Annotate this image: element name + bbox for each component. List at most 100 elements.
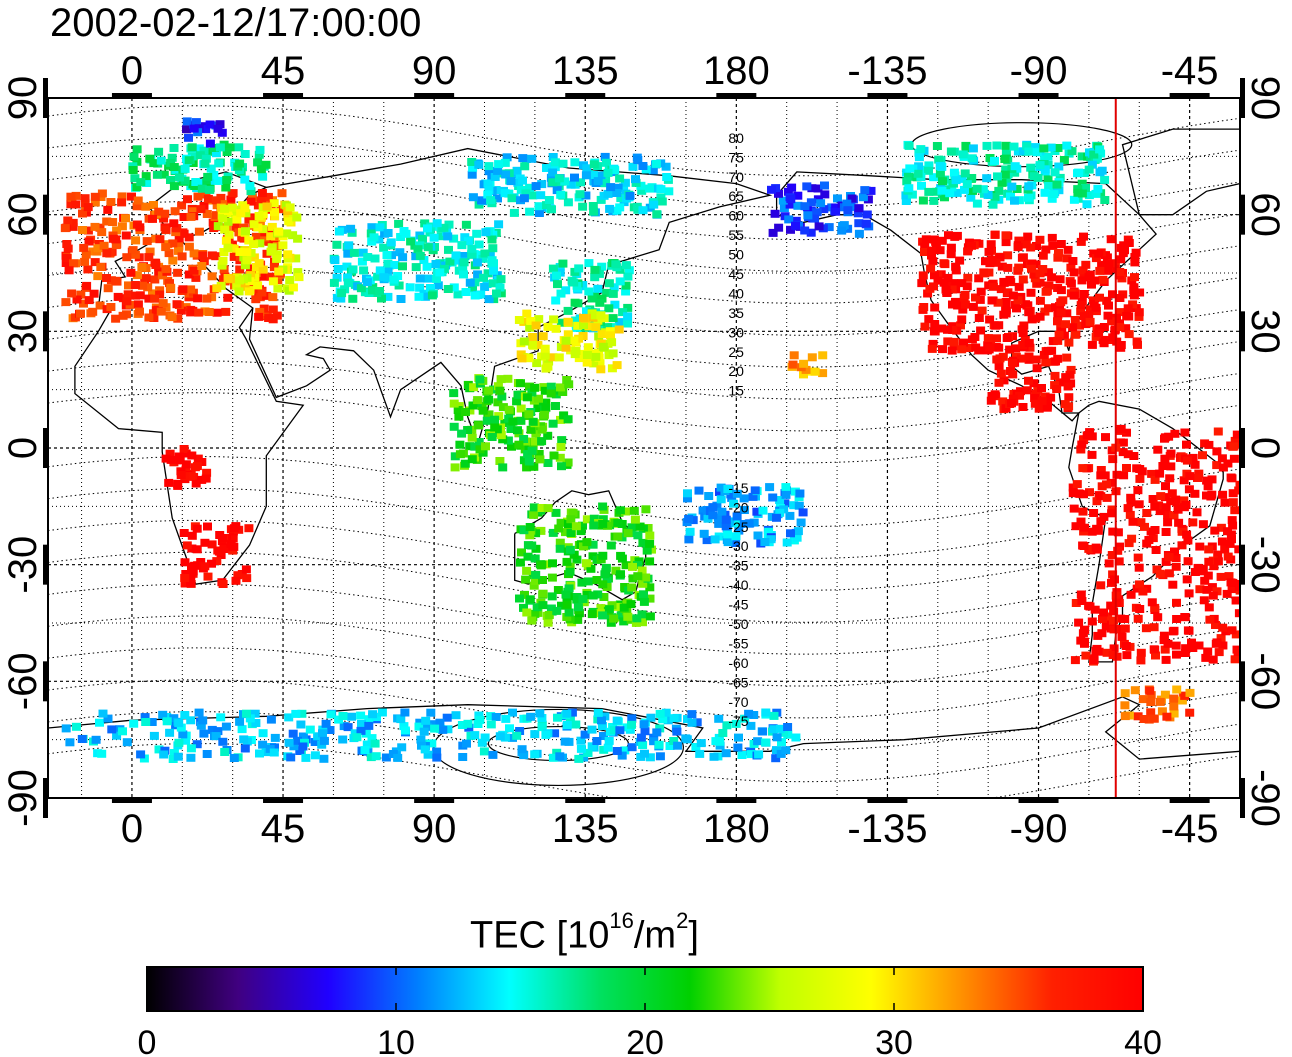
tec-point	[1029, 379, 1039, 388]
tec-point	[799, 370, 808, 379]
tec-point	[556, 443, 566, 451]
tec-point	[217, 261, 227, 270]
tec-point	[1167, 489, 1177, 498]
tec-point	[173, 268, 183, 277]
tec-point	[1228, 498, 1238, 507]
tec-point	[1159, 631, 1169, 640]
tec-point	[993, 298, 1003, 307]
tec-point	[1218, 623, 1228, 632]
tec-point	[1129, 452, 1139, 460]
tec-point	[242, 709, 251, 718]
tec-point	[468, 193, 478, 202]
tec-point	[1003, 288, 1013, 297]
tec-point	[455, 450, 465, 459]
tec-point	[610, 166, 620, 175]
tec-point	[249, 240, 259, 249]
tec-point	[196, 205, 206, 214]
tec-point	[624, 266, 634, 275]
tec-point	[1121, 324, 1131, 333]
tec-point	[651, 159, 661, 168]
tec-point	[1157, 707, 1167, 716]
tec-point	[251, 232, 261, 241]
tec-point	[329, 278, 339, 287]
tec-point	[645, 184, 654, 193]
tec-data-points	[60, 117, 1240, 763]
tec-point	[363, 253, 373, 261]
tec-point	[1203, 647, 1213, 656]
tec-point	[672, 727, 682, 736]
tec-point	[695, 749, 705, 758]
tec-point	[346, 224, 356, 233]
tec-point	[572, 555, 582, 564]
tec-point	[931, 237, 941, 246]
tec-point	[246, 264, 255, 273]
tec-point	[640, 749, 649, 758]
tec-point	[582, 358, 592, 367]
tec-point	[218, 256, 228, 265]
tec-point	[107, 725, 117, 734]
tec-point	[544, 196, 554, 204]
tec-point	[1171, 641, 1181, 650]
tec-point	[1136, 656, 1146, 665]
tec-point	[103, 205, 113, 214]
tec-point	[239, 735, 249, 744]
tec-point	[1008, 370, 1018, 379]
tec-point	[144, 253, 154, 262]
tec-point	[620, 178, 630, 187]
tec-point	[167, 153, 177, 162]
tec-point	[373, 272, 383, 281]
tec-point	[61, 259, 71, 267]
tec-point	[824, 223, 834, 232]
tec-point	[513, 178, 523, 187]
tec-point	[111, 241, 121, 250]
tec-point	[760, 538, 770, 546]
tec-point	[72, 295, 82, 304]
tec-point	[1093, 184, 1103, 193]
tec-point	[645, 531, 655, 540]
tec-point	[1102, 493, 1112, 502]
tec-point	[174, 242, 184, 251]
tec-point	[332, 240, 342, 249]
tec-point	[731, 532, 741, 541]
tec-point	[520, 590, 529, 599]
tec-point	[1227, 516, 1237, 525]
tec-point	[267, 243, 277, 252]
tec-point	[1056, 308, 1066, 317]
tec-point	[486, 712, 496, 721]
tec-point	[379, 243, 389, 252]
tec-point	[532, 359, 542, 368]
tec-point	[929, 196, 939, 205]
tec-point	[1134, 312, 1144, 321]
tec-point	[607, 338, 617, 347]
tec-point	[201, 125, 211, 134]
tec-point	[723, 530, 733, 539]
tec-point	[543, 618, 553, 627]
tec-point	[704, 492, 714, 500]
tec-point	[943, 325, 952, 334]
tec-point	[1161, 528, 1171, 536]
tec-point	[1026, 288, 1036, 297]
tec-point	[587, 725, 597, 734]
tec-point	[288, 729, 298, 738]
tec-point	[523, 541, 533, 550]
tec-point	[627, 720, 636, 729]
tec-point	[286, 753, 296, 762]
tec-point	[623, 612, 633, 621]
tec-point	[247, 193, 257, 202]
tec-point	[1130, 273, 1139, 282]
tec-point	[1011, 344, 1021, 353]
tec-point	[570, 173, 579, 182]
tec-point	[444, 245, 453, 254]
tec-point	[556, 190, 566, 199]
tec-point	[599, 732, 608, 740]
tec-point	[569, 550, 579, 559]
tec-point	[994, 362, 1004, 371]
tec-point	[806, 228, 816, 237]
tec-point	[752, 507, 762, 516]
tec-point	[956, 321, 965, 330]
tec-point	[1095, 145, 1105, 154]
tec-point	[533, 340, 543, 349]
tec-point	[1038, 251, 1048, 260]
tec-point	[1069, 195, 1079, 204]
tec-point	[983, 334, 993, 343]
